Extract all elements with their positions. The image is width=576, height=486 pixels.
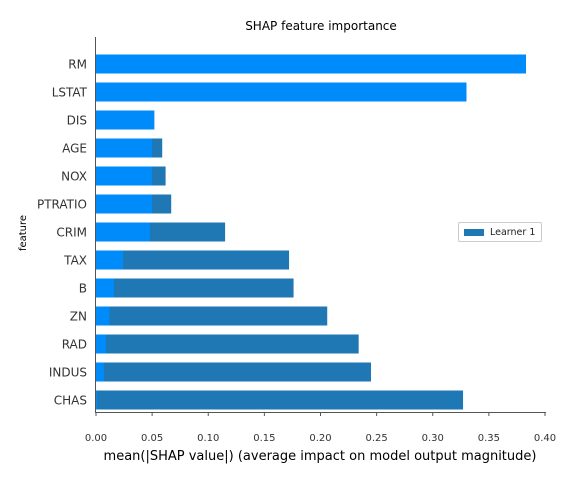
bar-indus-series-2 xyxy=(96,362,104,382)
x-tick-label-0.35: 0.35 xyxy=(478,433,500,444)
legend-label-learner-1: Learner 1 xyxy=(490,226,536,238)
bars-group xyxy=(96,54,526,410)
x-tick-label-0.20: 0.20 xyxy=(309,433,331,444)
bar-zn-series-1 xyxy=(96,306,328,326)
legend-swatch xyxy=(464,228,484,236)
x-axis-label: mean(|SHAP value|) (average impact on mo… xyxy=(104,449,537,464)
x-tick-label-0.15: 0.15 xyxy=(253,433,275,444)
y-tick-label-indus: INDUS xyxy=(49,366,87,380)
bar-ptratio-series-2 xyxy=(96,194,153,214)
x-tick-marks: 0.00 0.05 0.10 0.15 0.20 0.25 0.30 0.35 0.40 xyxy=(85,412,556,444)
bar-chas-series-1 xyxy=(96,390,464,410)
y-tick-label-rad: RAD xyxy=(62,338,87,352)
bar-dis-series-2 xyxy=(96,110,155,130)
bar-chas-series-2 xyxy=(96,390,98,410)
bar-crim-series-2 xyxy=(96,222,150,242)
y-tick-label-ptratio: PTRATIO xyxy=(37,198,87,212)
bar-b-series-1 xyxy=(96,278,294,298)
y-tick-label-tax: TAX xyxy=(63,254,87,268)
x-tick-label-0.10: 0.10 xyxy=(197,433,219,444)
y-tick-label-dis: DIS xyxy=(67,114,87,128)
y-tick-label-rm: RM xyxy=(68,58,87,72)
y-tick-labels: RM LSTAT DIS AGE NOX PTRATIO CRIM TAX B ZN RAD INDU… xyxy=(37,58,88,408)
bar-nox-series-2 xyxy=(96,166,153,186)
bar-zn-series-2 xyxy=(96,306,110,326)
x-tick-label-0.25: 0.25 xyxy=(365,433,387,444)
bar-tax-series-2 xyxy=(96,250,123,270)
x-tick-label-0.05: 0.05 xyxy=(141,433,163,444)
x-tick-label-0.30: 0.30 xyxy=(422,433,444,444)
y-tick-label-zn: ZN xyxy=(70,310,87,324)
bar-indus-series-1 xyxy=(96,362,372,382)
chart-title: SHAP feature importance xyxy=(245,19,397,33)
bar-rm-series-2 xyxy=(96,54,526,74)
y-axis-label: feature xyxy=(18,215,29,251)
bar-lstat-series-2 xyxy=(96,82,467,102)
legend: Learner 1 xyxy=(458,222,542,242)
bar-tax-series-1 xyxy=(96,250,290,270)
bar-age-series-2 xyxy=(96,138,153,158)
bar-rad-series-1 xyxy=(96,334,359,354)
x-tick-label-0.40: 0.40 xyxy=(534,433,556,444)
y-tick-label-chas: CHAS xyxy=(54,394,87,408)
x-tick-label-0.00: 0.00 xyxy=(85,433,107,444)
y-tick-label-b: B xyxy=(79,282,87,296)
y-tick-label-nox: NOX xyxy=(61,170,87,184)
bar-b-series-2 xyxy=(96,278,114,298)
y-tick-label-lstat: LSTAT xyxy=(52,86,88,100)
y-tick-label-crim: CRIM xyxy=(56,226,87,240)
y-tick-label-age: AGE xyxy=(62,142,87,156)
bar-rad-series-2 xyxy=(96,334,107,354)
